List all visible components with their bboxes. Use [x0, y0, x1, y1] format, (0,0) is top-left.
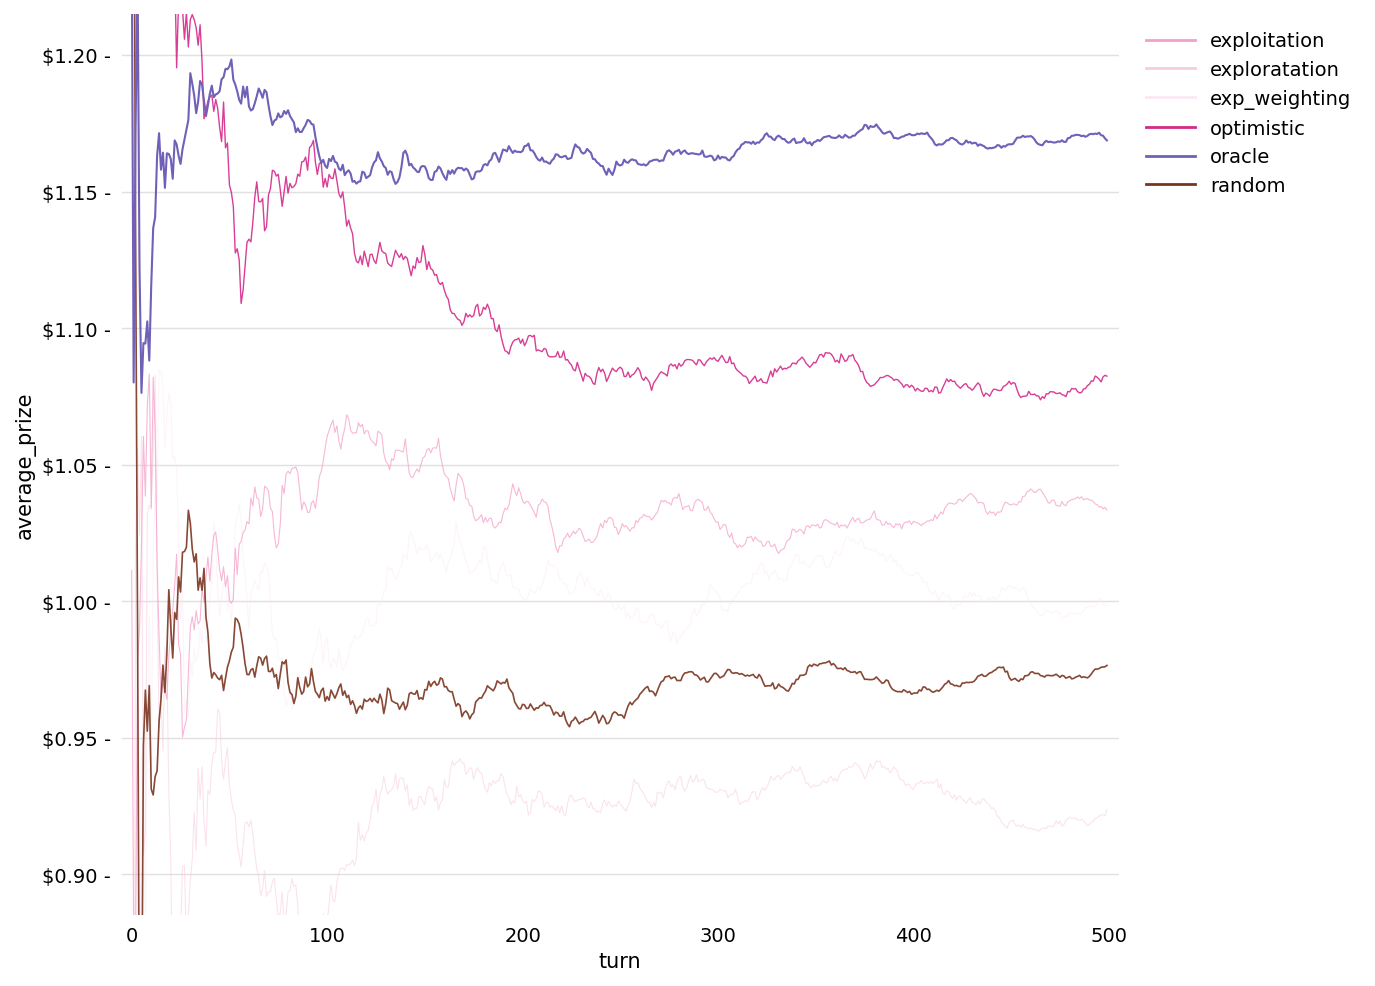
optimistic: [1079, 381, 1096, 392]
optimistic: [705, 352, 722, 364]
optimistic: [1033, 394, 1049, 406]
oracle: [925, 135, 942, 147]
oracle: [594, 161, 610, 173]
Y-axis label: average_prize: average_prize: [15, 391, 36, 539]
Line: oracle: oracle: [132, 0, 1107, 393]
random: [925, 686, 942, 698]
exploratation: [590, 806, 606, 817]
exploitation: [597, 515, 613, 527]
random: [1077, 671, 1093, 683]
exploratation: [927, 776, 943, 788]
exp_weighting: [927, 585, 943, 597]
exp_weighting: [708, 586, 725, 598]
exploitation: [590, 524, 606, 535]
exploratation: [1079, 820, 1096, 832]
optimistic: [925, 387, 942, 398]
exploitation: [128, 938, 144, 950]
optimistic: [1099, 371, 1115, 383]
Line: exploratation: exploratation: [132, 376, 1107, 986]
exploratation: [147, 370, 164, 382]
optimistic: [594, 364, 610, 376]
Line: exploitation: exploitation: [132, 375, 1107, 944]
exploitation: [124, 565, 140, 577]
oracle: [588, 157, 605, 169]
exp_weighting: [590, 591, 606, 602]
exploitation: [708, 517, 725, 528]
random: [594, 710, 610, 722]
exploitation: [654, 496, 671, 508]
random: [588, 711, 605, 723]
exp_weighting: [654, 620, 671, 632]
exploratation: [597, 794, 613, 806]
random: [653, 676, 670, 688]
random: [705, 668, 722, 679]
exploratation: [654, 792, 671, 804]
Line: optimistic: optimistic: [132, 0, 1107, 400]
Line: exp_weighting: exp_weighting: [132, 371, 1107, 986]
exp_weighting: [151, 365, 168, 377]
exploratation: [708, 787, 725, 799]
optimistic: [588, 368, 605, 380]
exploitation: [1099, 505, 1115, 517]
oracle: [1077, 132, 1093, 144]
oracle: [653, 156, 670, 168]
X-axis label: turn: turn: [600, 951, 642, 971]
oracle: [1099, 135, 1115, 147]
Line: random: random: [132, 0, 1107, 986]
oracle: [705, 155, 722, 167]
exp_weighting: [1099, 598, 1115, 609]
Legend: exploitation, exploratation, exp_weighting, optimistic, oracle, random: exploitation, exploratation, exp_weighti…: [1138, 25, 1360, 204]
random: [1099, 660, 1115, 671]
exploitation: [1079, 493, 1096, 505]
oracle: [133, 387, 150, 399]
exploratation: [1099, 804, 1115, 815]
exp_weighting: [597, 596, 613, 607]
exploitation: [142, 369, 158, 381]
optimistic: [653, 367, 670, 379]
exploitation: [927, 510, 943, 522]
exp_weighting: [1079, 602, 1096, 614]
